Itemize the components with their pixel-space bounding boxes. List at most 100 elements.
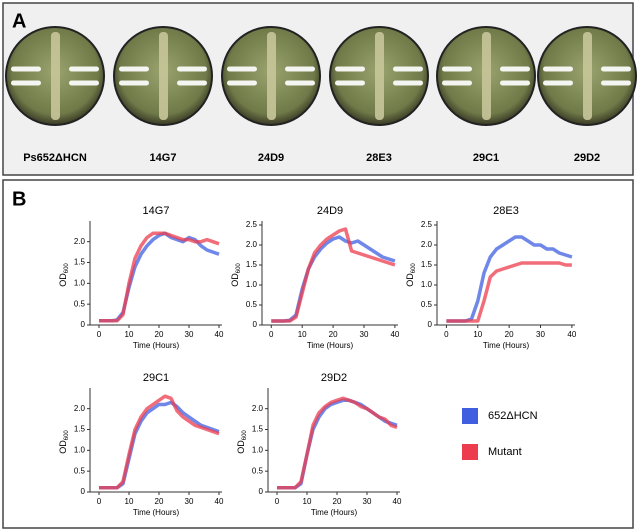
y-tick-label: 1.5 [252, 425, 264, 434]
x-axis-label: Time (Hours) [311, 508, 358, 517]
y-axis-label: OD600 [58, 263, 69, 287]
streak [159, 32, 168, 120]
chart-title: 28E3 [493, 205, 519, 217]
x-tick-label: 0 [97, 330, 102, 339]
x-tick-label: 10 [298, 330, 307, 339]
x-tick-label: 30 [185, 497, 194, 506]
panel-b-frame [2, 179, 634, 529]
legend: 652ΔHCN Mutant [462, 408, 538, 460]
streak [393, 80, 423, 86]
x-axis-label: Time (Hours) [133, 341, 180, 350]
legend-label: 652ΔHCN [488, 410, 538, 422]
panel-label: A [12, 10, 26, 32]
y-tick-label: 1.5 [74, 258, 86, 267]
y-axis-label-sub: 600 [64, 430, 70, 441]
streak [375, 32, 384, 120]
y-axis-label-sub: 600 [411, 263, 417, 274]
plate-label: 29D2 [574, 152, 600, 164]
plate-label: 24D9 [258, 152, 284, 164]
chart-title: 29D2 [321, 372, 347, 384]
y-tick-label: 1.0 [421, 280, 433, 289]
streak [227, 80, 257, 86]
y-tick-label: 1.5 [74, 425, 86, 434]
y-tick-label: 2.0 [252, 404, 264, 413]
streak [335, 80, 365, 86]
y-axis-label-sub: 600 [236, 263, 242, 274]
streak [69, 80, 99, 86]
x-tick-label: 30 [363, 497, 372, 506]
x-tick-label: 0 [97, 497, 102, 506]
x-tick-label: 20 [155, 330, 164, 339]
y-tick-label: 1.0 [74, 445, 86, 454]
y-tick-label: 2.5 [421, 220, 433, 229]
y-tick-label: 0.5 [421, 300, 433, 309]
streak [601, 66, 631, 72]
streak [51, 32, 60, 120]
streak [69, 66, 99, 72]
streak [227, 66, 257, 72]
y-axis-label-sub: 600 [64, 263, 70, 274]
x-axis-label: Time (Hours) [133, 508, 180, 517]
legend-swatch [462, 408, 478, 424]
y-tick-label: 0 [259, 487, 264, 496]
chart-title: 14G7 [143, 205, 170, 217]
x-tick-label: 40 [567, 330, 576, 339]
streak [442, 66, 472, 72]
streak [543, 66, 573, 72]
x-tick-label: 10 [125, 330, 134, 339]
y-tick-label: 0.5 [74, 299, 86, 308]
plate-label: Ps652ΔHCN [23, 152, 87, 164]
legend-swatch [462, 444, 478, 460]
x-tick-label: 30 [185, 330, 194, 339]
y-axis-label: OD600 [236, 430, 247, 454]
streak [285, 66, 315, 72]
chart-title: 24D9 [317, 205, 343, 217]
y-tick-label: 0.5 [252, 466, 264, 475]
streak [267, 32, 276, 120]
y-tick-label: 0.5 [246, 300, 258, 309]
y-tick-label: 0 [81, 487, 86, 496]
streak [583, 32, 592, 120]
streak [543, 80, 573, 86]
plate-label: 29C1 [473, 152, 499, 164]
x-tick-label: 0 [444, 330, 449, 339]
x-tick-label: 40 [393, 497, 402, 506]
y-axis-label-main: OD [58, 273, 68, 287]
y-axis-label-main: OD [230, 273, 240, 287]
y-tick-label: 1.0 [252, 445, 264, 454]
y-axis-label-main: OD [58, 440, 68, 454]
charts: 0 0.5 1.0 1.5 2.0 0 10 20 30 40 14G7 Time (Hours) OD… [58, 205, 576, 517]
streak [177, 66, 207, 72]
series-line [271, 227, 396, 323]
x-tick-label: 40 [215, 497, 224, 506]
streak [500, 80, 530, 86]
streak [482, 32, 491, 120]
panel-label: B [12, 188, 26, 210]
y-tick-label: 2.0 [246, 240, 258, 249]
x-tick-label: 40 [215, 330, 224, 339]
streak [177, 80, 207, 86]
x-tick-label: 20 [333, 497, 342, 506]
streak [119, 80, 149, 86]
y-axis-label-main: OD [405, 273, 415, 287]
y-tick-label: 1.0 [74, 278, 86, 287]
y-tick-label: 2.0 [74, 404, 86, 413]
x-tick-label: 10 [125, 497, 134, 506]
series-line [277, 396, 398, 490]
plates: Ps652ΔHCN 14G7 24D9 28E3 29C1 29D2 [5, 26, 637, 164]
y-axis-label: OD600 [230, 263, 241, 287]
series-line [446, 261, 572, 323]
y-tick-label: 0.5 [74, 466, 86, 475]
streak [500, 66, 530, 72]
x-tick-label: 10 [473, 330, 482, 339]
x-tick-label: 40 [390, 330, 399, 339]
streak [393, 66, 423, 72]
x-tick-label: 30 [360, 330, 369, 339]
legend-label: Mutant [488, 446, 522, 458]
x-tick-label: 0 [269, 330, 274, 339]
y-tick-label: 1.5 [246, 260, 258, 269]
x-tick-label: 30 [536, 330, 545, 339]
y-axis-label: OD600 [405, 263, 416, 287]
y-tick-label: 1.5 [421, 260, 433, 269]
